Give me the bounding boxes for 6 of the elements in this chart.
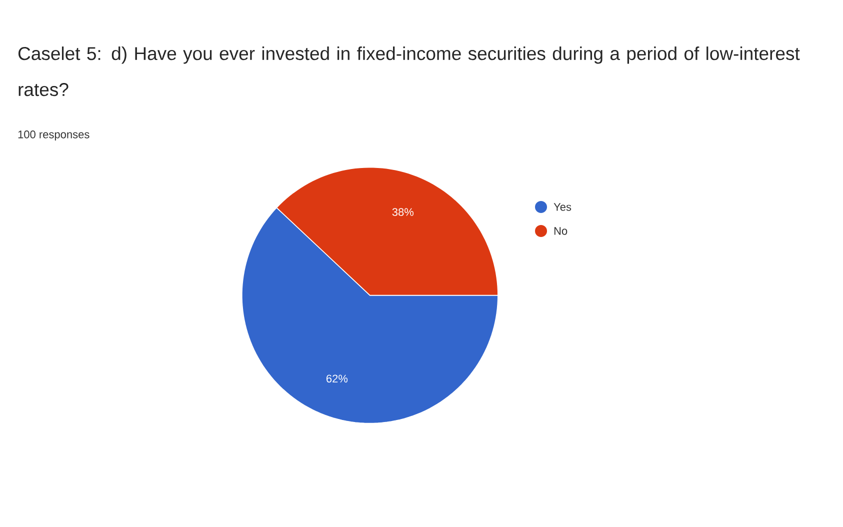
text: 100 responses <box>18 130 90 140</box>
data-label: 38% <box>392 208 414 216</box>
legend-label: Yes <box>554 203 572 211</box>
legend-label: No <box>554 227 568 235</box>
data-label: 62% <box>326 374 348 383</box>
chart-title: Caselet 5: d) Have you ever invested in fixed-income securities during a period of low-interest rates? <box>18 46 800 96</box>
